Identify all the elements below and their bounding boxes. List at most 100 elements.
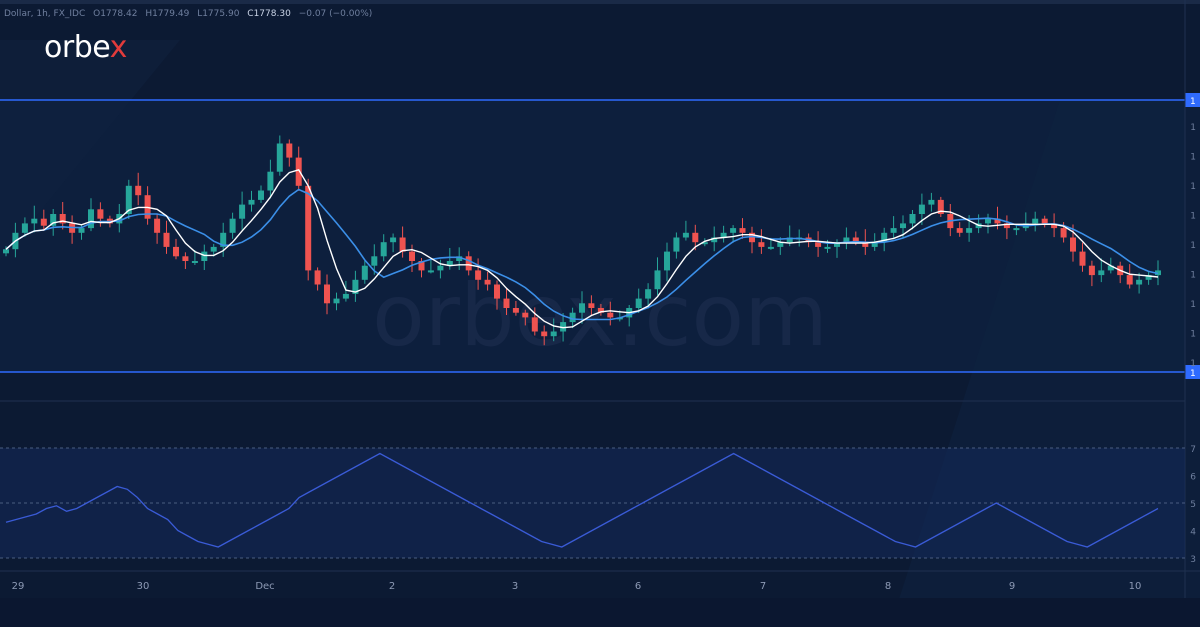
candle-body xyxy=(484,279,491,285)
time-tick-label: 3 xyxy=(512,581,518,592)
time-tick-label: 2 xyxy=(389,581,395,592)
candle-body xyxy=(31,218,38,224)
close-value: C1778.30 xyxy=(247,9,291,19)
top-strip xyxy=(0,0,1200,4)
candle-body xyxy=(295,157,302,186)
candle-body xyxy=(40,218,47,226)
rsi-axis-label: 7 xyxy=(1190,445,1196,455)
price-tick-label: 1 xyxy=(1190,182,1196,192)
candle-body xyxy=(210,246,217,252)
decor-wedge-left xyxy=(0,40,180,260)
candle-body xyxy=(371,256,378,266)
price-tick-label: 1 xyxy=(1190,300,1196,310)
candle-body xyxy=(437,265,444,271)
candle-body xyxy=(342,293,349,299)
candle-body xyxy=(409,251,415,261)
candle-body xyxy=(1003,223,1010,229)
candle-body xyxy=(503,298,510,308)
candle-body xyxy=(579,303,585,313)
candle-body xyxy=(1136,279,1143,285)
candle-body xyxy=(88,209,94,229)
candle-body xyxy=(59,214,66,224)
candle-body xyxy=(720,232,727,238)
candle-body xyxy=(125,185,132,214)
candle-body xyxy=(711,237,718,243)
rsi-axis-label: 5 xyxy=(1190,500,1196,510)
price-tick-label: 1 xyxy=(1190,123,1196,133)
price-tick-label: 1 xyxy=(1190,241,1196,251)
candle-body xyxy=(154,218,161,233)
candle-body xyxy=(465,256,472,271)
bottom-strip xyxy=(0,598,1200,627)
low-value: L1775.90 xyxy=(197,9,240,19)
orbex-logo: orbex xyxy=(44,30,127,65)
candle-body xyxy=(890,228,897,233)
candle-body xyxy=(909,214,916,224)
ohlc-header: Dollar, 1h, FX_IDC O1778.42 H1779.49 L17… xyxy=(4,9,377,19)
rsi-axis-label: 3 xyxy=(1190,555,1196,565)
candle-body xyxy=(418,261,425,271)
price-tick-label: 1 xyxy=(1190,359,1196,369)
candle-body xyxy=(1013,228,1020,231)
symbol-label: Dollar, 1h, FX_IDC xyxy=(4,9,86,19)
candle-body xyxy=(201,251,208,261)
candle-body xyxy=(182,256,189,261)
candle-body xyxy=(682,232,689,238)
candle-body xyxy=(267,171,274,191)
candle-body xyxy=(645,289,652,299)
level-tag-label-support: 1 xyxy=(1190,369,1196,379)
level-tag-resistance xyxy=(1185,93,1200,107)
rsi-line xyxy=(5,452,1159,548)
candle-body xyxy=(276,143,283,172)
candle-body xyxy=(900,223,906,229)
candle-body xyxy=(314,270,321,285)
candle-body xyxy=(692,232,699,243)
candle-body xyxy=(97,209,104,219)
candle-body xyxy=(758,242,765,247)
candle-body xyxy=(427,270,434,273)
candle-body xyxy=(305,185,312,271)
candle-body xyxy=(3,249,9,254)
candle-body xyxy=(512,308,519,313)
candle-body xyxy=(597,308,604,313)
candle-body xyxy=(173,246,179,257)
candle-body xyxy=(834,242,840,247)
candle-body xyxy=(937,199,944,214)
time-tick-label: Dec xyxy=(255,581,274,592)
candle-body xyxy=(494,284,500,299)
candle-body xyxy=(390,237,397,243)
candle-body xyxy=(78,228,85,233)
candle-body xyxy=(786,237,793,243)
candle-body xyxy=(1079,251,1086,266)
candle-body xyxy=(21,223,28,233)
time-tick-label: 30 xyxy=(137,581,150,592)
change-value: −0.07 (−0.00%) xyxy=(298,9,373,19)
candle-body xyxy=(531,317,538,332)
rsi-band xyxy=(0,448,1185,558)
candle-body xyxy=(843,237,850,243)
candle-body xyxy=(248,199,255,205)
candle-body xyxy=(258,190,264,200)
candle-body xyxy=(881,232,888,243)
candle-body xyxy=(777,242,784,247)
candle-body xyxy=(191,261,198,263)
time-tick-label: 6 xyxy=(635,581,641,592)
candle-body xyxy=(1041,218,1048,224)
candle-body xyxy=(229,218,236,233)
candle-body xyxy=(541,331,548,337)
candle-body xyxy=(730,228,737,233)
candle-body xyxy=(163,232,170,247)
candle-body xyxy=(871,242,878,247)
candle-body xyxy=(1098,270,1105,276)
candle-body xyxy=(635,298,642,308)
level-tag-support xyxy=(1185,365,1200,379)
candle-body xyxy=(399,237,406,252)
candle-body xyxy=(739,228,746,233)
candle-body xyxy=(380,242,387,257)
candle-body xyxy=(569,312,576,323)
time-tick-label: 8 xyxy=(885,581,891,592)
candle-body xyxy=(50,214,57,226)
time-tick-label: 10 xyxy=(1129,581,1142,592)
